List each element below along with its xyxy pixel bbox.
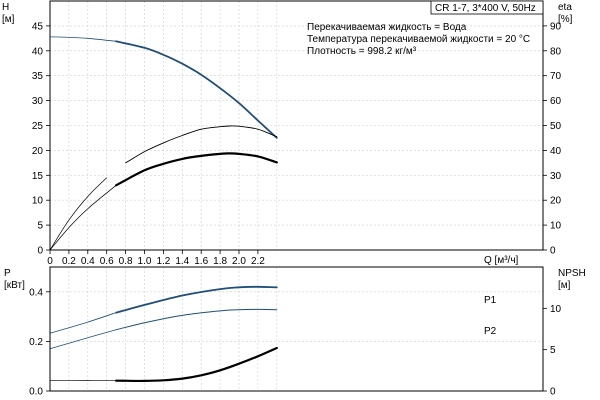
x-tick-label: 0.4 (81, 256, 95, 267)
p1-curve-extrapolated (49, 312, 117, 334)
top-series-1-curve (125, 125, 278, 164)
top-left-tick-label: 25 (32, 121, 44, 132)
top-right-tick-label: 60 (550, 96, 562, 107)
top-series-0-curve-extrapolated (49, 36, 117, 42)
top-right-tick-label: 40 (550, 146, 562, 157)
top-left-tick-label: 20 (32, 146, 44, 157)
bottom-panel-grid (50, 267, 543, 391)
p1-curve (115, 285, 278, 314)
x-tick-label: 1.4 (175, 256, 189, 267)
x-tick-label: 1.2 (156, 256, 170, 267)
x-tick-label: 1.0 (138, 256, 152, 267)
npsh-axis-symbol: NPSH (558, 268, 586, 279)
x-tick-label: 0 (47, 256, 53, 267)
flow-axis-label: Q [м³/ч] (484, 255, 519, 266)
top-left-tick-label: 45 (32, 21, 44, 32)
npsh-axis-unit: [м] (558, 280, 571, 291)
power-axis-symbol: P (4, 268, 11, 279)
bottom-panel-ticks: 0.0 0.2 0.4 0 5 10 (29, 287, 561, 397)
bottom-panel-frame (49, 266, 544, 392)
top-right-tick-label: 30 (550, 171, 562, 182)
bottom-right-tick-label: 0 (550, 387, 556, 398)
model-label: CR 1-7, 3*400 V, 50Hz (435, 3, 536, 14)
top-left-tick-label: 10 (32, 196, 44, 207)
series-label-p1: P1 (484, 295, 497, 306)
bottom-left-tick-label: 0.2 (29, 337, 43, 348)
top-left-tick-label: 40 (32, 46, 44, 57)
head-axis-symbol: H (2, 2, 9, 13)
top-panel-ticks: 0 5 10 15 20 25 30 35 40 45 0 10 20 30 40 50 60 70 80 90 0 0.… (32, 21, 562, 267)
p2-curve-extrapolated (49, 329, 117, 350)
top-left-tick-label: 0 (37, 246, 43, 257)
p2-curve (115, 308, 278, 331)
head-axis-unit: [м] (2, 14, 15, 25)
top-right-tick-label: 10 (550, 221, 562, 232)
top-series-2-curve-extrapolated (49, 185, 117, 251)
top-right-tick-label: 90 (550, 21, 562, 32)
efficiency-axis-unit: [%] (558, 14, 573, 25)
x-tick-label: 1.8 (213, 256, 227, 267)
top-series-0-curve (115, 40, 278, 139)
top-left-tick-label: 35 (32, 71, 44, 82)
top-right-tick-label: 50 (550, 121, 562, 132)
info-line-temperature: Температура перекачиваемой жидкости = 20… (307, 34, 530, 45)
efficiency-axis-symbol: eta (558, 2, 572, 13)
info-line-density: Плотность = 998.2 кг/м³ (307, 46, 417, 57)
top-right-tick-label: 0 (550, 246, 556, 257)
info-line-fluid: Перекачиваемая жидкость = Вода (307, 22, 467, 33)
top-right-tick-label: 20 (550, 196, 562, 207)
bottom-left-tick-label: 0.0 (29, 387, 43, 398)
bottom-panel-series (49, 285, 278, 383)
series-label-p2: P2 (484, 326, 497, 337)
top-series-2-curve (115, 152, 278, 187)
top-right-tick-label: 70 (550, 71, 562, 82)
top-panel-series (49, 36, 278, 251)
x-tick-label: 0.8 (119, 256, 133, 267)
x-tick-label: 1.6 (194, 256, 208, 267)
top-left-tick-label: 15 (32, 171, 44, 182)
bottom-left-tick-label: 0.4 (29, 287, 43, 298)
top-left-tick-label: 30 (32, 96, 44, 107)
power-axis-unit: [кВт] (4, 280, 25, 291)
x-tick-label: 0.2 (62, 256, 76, 267)
x-tick-label: 2.2 (251, 256, 265, 267)
bottom-right-tick-label: 10 (550, 304, 562, 315)
top-left-tick-label: 5 (37, 221, 43, 232)
bottom-right-tick-label: 5 (550, 345, 556, 356)
x-tick-label: 0.6 (100, 256, 114, 267)
bottom-series-2-curve (115, 346, 278, 383)
top-right-tick-label: 80 (550, 46, 562, 57)
top-series-1-curve-extrapolated (49, 177, 107, 251)
x-tick-label: 2.0 (232, 256, 246, 267)
model-label-box (430, 0, 544, 15)
